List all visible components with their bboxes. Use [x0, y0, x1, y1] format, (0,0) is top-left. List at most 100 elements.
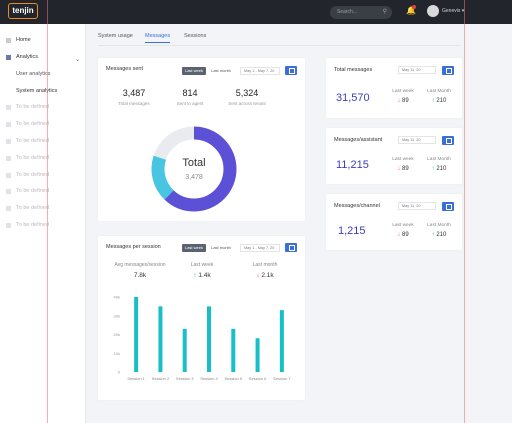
sidebar-item-label: To be defined [16, 188, 50, 194]
stat-value: 7.8k [133, 272, 147, 279]
metric-card-messages-channel: Messages/channel May 11, 20 1,215 Last w… [326, 194, 462, 250]
placeholder-icon [6, 205, 11, 211]
notification-bell-icon[interactable]: 🔔 [406, 5, 416, 15]
sidebar-item-analytics[interactable]: Analytics [6, 54, 38, 60]
app-logo[interactable]: tenjin [8, 3, 38, 19]
placeholder-icon [6, 121, 11, 127]
stat-label: Sent across tenant [228, 101, 266, 106]
sidebar-item-label: To be defined [16, 155, 50, 161]
y-tick-label: 40k [114, 295, 120, 300]
messages-per-session-card: Messages per session Last week Last mont… [98, 236, 305, 400]
last-week-button[interactable]: Last week [182, 67, 206, 75]
stat-value: ↓ 89 [390, 166, 416, 172]
date-picker[interactable]: May 11, 20 [398, 136, 436, 144]
last-week-stat: Last week ↓ 89 [390, 89, 416, 104]
metric-value: 1,215 [338, 225, 366, 237]
top-bar: tenjin Search... ⚲ 🔔 Genevix ▾ [0, 0, 512, 24]
y-tick-label: 20k [114, 332, 120, 337]
stat-number: 89 [401, 166, 409, 172]
last-month-stat: Last Month ↑ 210 [424, 223, 454, 238]
home-icon [6, 37, 11, 43]
bar-7[interactable] [279, 310, 284, 372]
stat-value: ↓ 89 [390, 98, 416, 104]
stat-value: ↓ 2.1k [248, 272, 282, 279]
stat-label: Total messages [118, 101, 150, 106]
sidebar-item-label: To be defined [16, 172, 50, 178]
analytics-icon [6, 54, 11, 60]
donut-value: 3,478 [185, 174, 203, 181]
stat-label: Avg messages/session [114, 262, 166, 268]
placeholder-icon [6, 172, 11, 178]
sidebar-item-placeholder[interactable]: To be defined [6, 222, 49, 228]
tab-messages[interactable]: Messages [145, 33, 171, 43]
sidebar-item-placeholder[interactable]: To be defined [6, 155, 49, 161]
stat-value: ↑ 210 [424, 232, 454, 238]
last-week-button[interactable]: Last week [182, 244, 206, 252]
metric-value: 31,570 [336, 92, 370, 104]
bar-4[interactable] [207, 306, 211, 372]
chevron-down-icon[interactable]: ⌄ [75, 57, 81, 63]
sidebar-item-placeholder[interactable]: To be defined [6, 172, 49, 178]
date-range-picker[interactable]: May 1 - May 7, 20 [240, 244, 280, 252]
sidebar-item-label: To be defined [16, 104, 50, 110]
avg-messages-stat: Avg messages/session 7.8k [112, 262, 168, 279]
stat-label: Sent to agent [176, 101, 204, 106]
search-icon: ⚲ [382, 9, 387, 15]
user-name: Genevix [442, 8, 461, 14]
last-month-button[interactable]: Last month [211, 245, 231, 250]
calendar-icon[interactable] [285, 66, 297, 75]
metric-value: 11,215 [336, 159, 369, 171]
placeholder-icon [6, 155, 11, 161]
sidebar-subitem-system-analytics[interactable]: System analytics [16, 88, 58, 94]
stat-label: Last week [392, 157, 414, 162]
last-month-stat: Last Month ↑ 210 [424, 157, 454, 172]
sidebar-item-home[interactable]: Home [6, 37, 31, 43]
search-placeholder: Search... [337, 9, 358, 15]
bar-6[interactable] [255, 338, 260, 372]
user-menu[interactable]: Genevix ▾ [442, 8, 465, 14]
stat-value: 3,487 [122, 88, 146, 98]
bar-2[interactable] [158, 306, 163, 372]
calendar-icon[interactable] [442, 136, 454, 145]
last-week-stat: Last week ↑ 1.4k [186, 262, 218, 279]
metric-card-messages-assistant: Messages/assistant May 11, 20 11,215 Las… [326, 128, 462, 184]
sidebar-item-placeholder[interactable]: To be defined [6, 188, 49, 194]
guide-line [47, 0, 48, 423]
x-tick-label: Session 2 [152, 376, 170, 381]
sidebar-item-placeholder[interactable]: To be defined [6, 205, 49, 211]
avatar[interactable] [427, 5, 439, 17]
stat-number: 89 [401, 232, 409, 238]
y-tick-label: 0 [118, 370, 121, 375]
date-picker[interactable]: May 11, 20 [398, 202, 436, 210]
date-picker[interactable]: May 11, 20 [398, 66, 436, 74]
calendar-icon[interactable] [285, 243, 297, 252]
bar-5[interactable] [231, 328, 236, 372]
search-input[interactable]: Search... ⚲ [330, 6, 392, 19]
x-tick-label: Session 1 [127, 376, 145, 381]
card-title: Messages sent [106, 66, 143, 72]
bar-1[interactable] [134, 297, 139, 372]
stat-label: Last week [190, 262, 214, 268]
card-title: Total messages [334, 67, 373, 73]
tab-system-usage[interactable]: System usage [98, 33, 133, 39]
donut-label: Total [182, 157, 205, 169]
sidebar-subitem-user-analytics[interactable]: User analytics [16, 71, 51, 77]
calendar-icon[interactable] [442, 66, 454, 75]
last-month-stat: Last month ↓ 2.1k [248, 262, 282, 279]
stat-number: 210 [436, 232, 447, 238]
sidebar-item-placeholder[interactable]: To be defined [6, 138, 49, 144]
y-tick-label: 10k [114, 351, 120, 356]
stat-value: 5,324 [235, 88, 259, 98]
calendar-icon[interactable] [442, 202, 454, 211]
bar-3[interactable] [182, 328, 187, 372]
sidebar-item-placeholder[interactable]: To be defined [6, 104, 49, 110]
sidebar-item-label: Home [16, 37, 31, 43]
sidebar-item-placeholder[interactable]: To be defined [6, 121, 49, 127]
last-month-button[interactable]: Last month [211, 68, 231, 73]
x-tick-label: Session 7 [273, 376, 291, 381]
stat-value: ↑ 210 [424, 166, 454, 172]
tab-sessions[interactable]: Sessions [184, 33, 207, 39]
date-range-picker[interactable]: May 1 - May 7, 20 [240, 67, 280, 75]
sidebar-item-label: To be defined [16, 222, 50, 228]
donut-chart: Total 3,478 [151, 126, 237, 212]
